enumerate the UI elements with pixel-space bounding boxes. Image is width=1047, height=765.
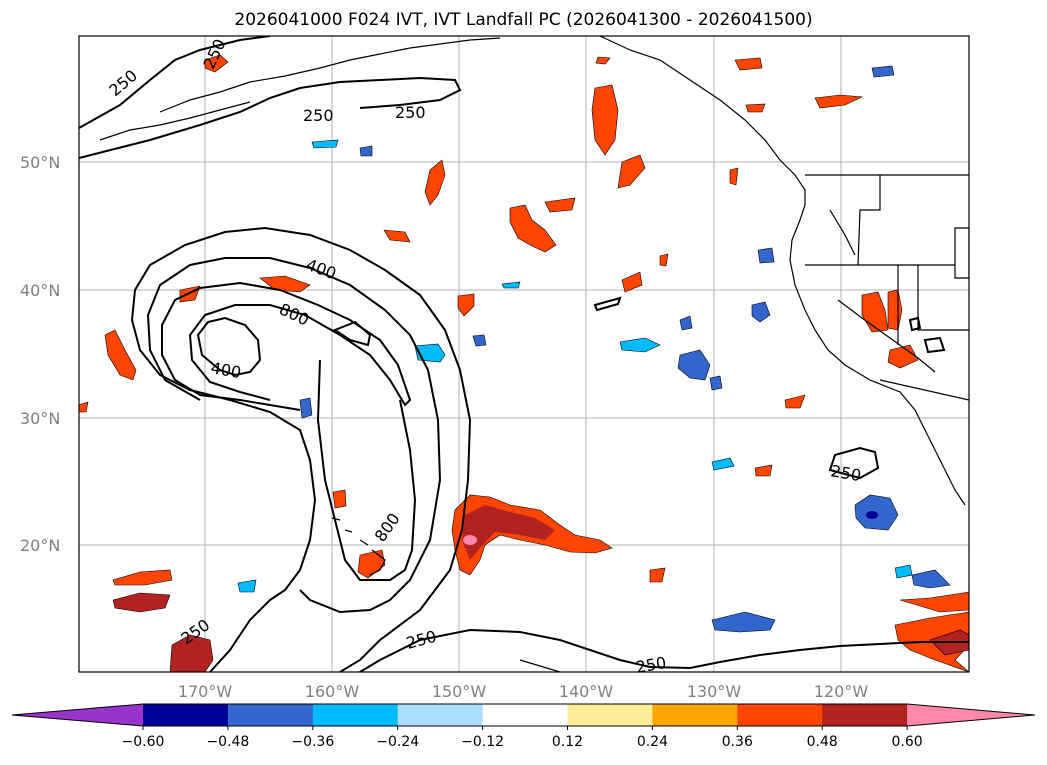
lat-label: 20°N xyxy=(20,536,60,555)
colorbar-segment xyxy=(482,704,568,726)
negative-ivt-pc-regions xyxy=(237,65,951,633)
colorbar-tick-label: −0.24 xyxy=(376,734,419,750)
colorbar-segment xyxy=(397,704,484,726)
contour-label: 250 xyxy=(395,103,426,122)
contour-label: 250 xyxy=(634,653,667,677)
contour-label: 250 xyxy=(303,106,334,125)
ivt-contours xyxy=(79,36,969,672)
colorbar-tick-label: 0.12 xyxy=(552,734,583,750)
colorbar-segment xyxy=(312,704,399,726)
longitude-labels: 170°W 160°W 150°W 140°W 130°W 120°W xyxy=(178,682,869,701)
colorbar-tick-label: 0.60 xyxy=(892,734,923,750)
colorbar-tick-label: 0.48 xyxy=(807,734,838,750)
latitude-labels: 50°N 40°N 30°N 20°N xyxy=(20,153,60,555)
map-background xyxy=(79,36,969,672)
lat-label: 50°N xyxy=(20,153,60,172)
colorbar-segment xyxy=(143,704,229,726)
map-frame xyxy=(78,35,970,673)
colorbar-segment xyxy=(652,704,738,726)
lon-label: 120°W xyxy=(814,682,869,701)
colorbar-tick-label: −0.60 xyxy=(122,734,165,750)
coastlines xyxy=(99,36,969,672)
lon-label: 140°W xyxy=(559,682,614,701)
positive-ivt-pc-regions xyxy=(79,54,969,672)
lat-label: 40°N xyxy=(20,281,60,300)
lat-label: 30°N xyxy=(20,409,60,428)
colorbar-tick-label: 0.24 xyxy=(637,734,668,750)
colorbar: −0.60 −0.48 −0.36 −0.24 −0.12 0.12 0.24 0.36 0.4… xyxy=(11,703,1036,750)
colorbar-tick-label: −0.36 xyxy=(291,734,334,750)
colorbar-segment xyxy=(567,704,653,726)
colorbar-tick-label: −0.48 xyxy=(206,734,249,750)
map-title: 2026041000 F024 IVT, IVT Landfall PC (20… xyxy=(234,10,813,30)
colorbar-extend-min xyxy=(12,704,143,726)
lon-label: 160°W xyxy=(305,682,360,701)
colorbar-extend-max xyxy=(907,704,1035,726)
lon-label: 170°W xyxy=(178,682,233,701)
colorbar-tick-label: −0.12 xyxy=(461,734,504,750)
colorbar-segment xyxy=(737,704,823,726)
colorbar-tick-label: 0.36 xyxy=(722,734,753,750)
colorbar-segment xyxy=(822,704,908,726)
lon-label: 130°W xyxy=(687,682,742,701)
colorbar-segment xyxy=(227,704,314,726)
lon-label: 150°W xyxy=(432,682,487,701)
